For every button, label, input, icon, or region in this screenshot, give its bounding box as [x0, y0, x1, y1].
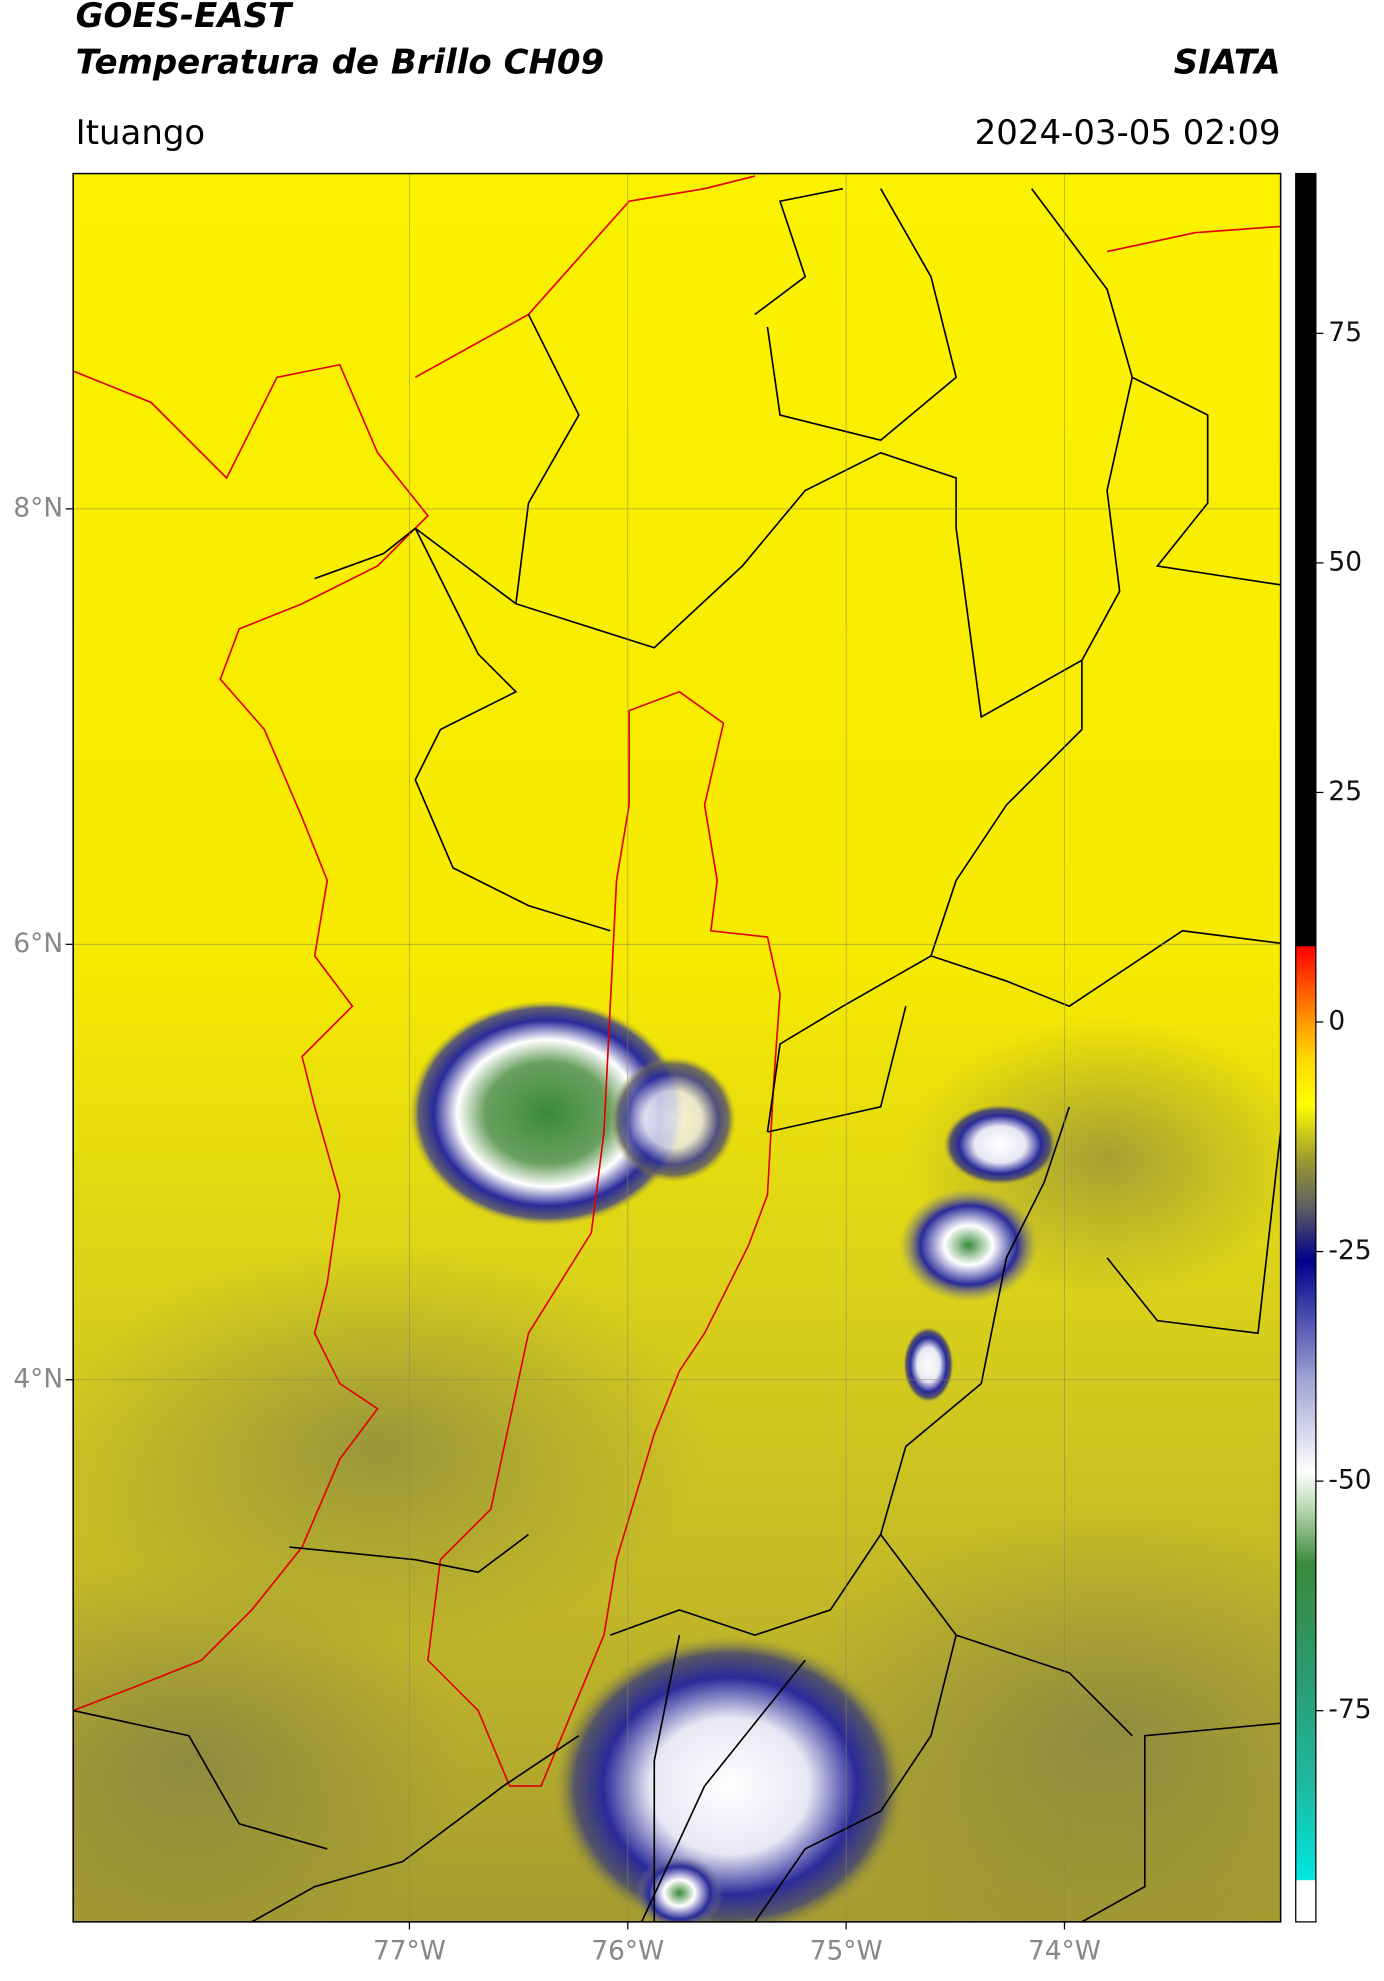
map — [73, 173, 1281, 1922]
colorbar-tick-label: 50 — [1328, 546, 1362, 577]
colorbar-tick-label: 75 — [1328, 317, 1362, 348]
colorbar-tick-label: -75 — [1328, 1694, 1371, 1725]
grid — [73, 173, 1281, 1922]
colorbar-tick-label: -25 — [1328, 1235, 1371, 1266]
title: GOES-EAST — [76, 0, 294, 36]
y-tick-label: 6°N — [13, 928, 63, 959]
colorbar-tick-label: 25 — [1328, 776, 1362, 807]
location: Ituango — [76, 113, 206, 153]
x-tick-label: 76°W — [591, 1936, 664, 1967]
x-tick-label: 74°W — [1028, 1936, 1101, 1967]
source: SIATA — [1174, 43, 1281, 83]
datetime: 2024-03-05 02:09 — [975, 113, 1281, 153]
y-tick-label: 8°N — [13, 492, 63, 523]
x-tick-label: 77°W — [373, 1936, 446, 1967]
colorbar — [1295, 172, 1317, 1923]
x-tick-label: 75°W — [810, 1936, 883, 1967]
colorbar-tick-label: 0 — [1328, 1006, 1345, 1037]
colorbar-tick-label: -50 — [1328, 1465, 1371, 1496]
map-frame — [72, 172, 1282, 1923]
subtitle: Temperatura de Brillo CH09 — [76, 43, 604, 83]
y-tick-label: 4°N — [13, 1363, 63, 1394]
